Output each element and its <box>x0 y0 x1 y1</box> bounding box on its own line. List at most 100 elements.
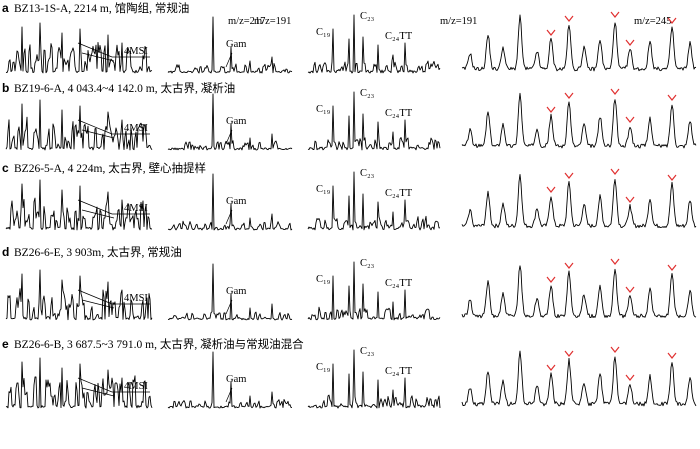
msi-leader <box>77 119 150 139</box>
label-c24tt: C₂₄TT <box>385 188 413 199</box>
label-gam: Gam <box>226 39 246 50</box>
series-mz245 <box>461 92 697 149</box>
peak-marker <box>610 168 620 175</box>
row-label: e <box>2 337 9 351</box>
row-b: b BZ19-6-A, 4 043.4~4 142.0 m, 太古界, 凝析油 4M… <box>2 81 697 151</box>
peak-marker <box>667 17 677 24</box>
peak-marker <box>625 286 635 293</box>
row-c: c BZ26-5-A, 4 224m, 太古界, 壁心抽提样 4MSI Gam C₁₉ C… <box>2 161 697 231</box>
sample-title: BZ26-6-E, 3 903m, 太古界, 常规油 <box>14 245 182 259</box>
label-c23: C₂₃ <box>360 168 375 179</box>
label-c19: C₁₉ <box>316 27 331 38</box>
label-c19: C₁₉ <box>316 104 331 115</box>
label-4msi: 4MSI <box>124 46 148 57</box>
label-4msi: 4MSI <box>124 123 148 134</box>
label-4msi: 4MSI <box>124 381 148 392</box>
gam-arrow <box>225 129 233 145</box>
peak-marker <box>625 196 635 203</box>
peak-marker <box>564 262 574 269</box>
label-c24tt: C₂₄TT <box>385 366 413 377</box>
series-mz191-gam <box>167 16 293 74</box>
label-c23: C₂₃ <box>360 258 375 269</box>
label-c23: C₂₃ <box>360 11 375 22</box>
label-4msi: 4MSI <box>124 293 148 304</box>
label-c19: C₁₉ <box>316 274 331 285</box>
peak-marker <box>546 29 556 36</box>
series-mz191-tt <box>307 14 441 74</box>
peak-marker <box>546 364 556 371</box>
row-label: b <box>2 81 9 95</box>
peak-marker <box>610 346 620 353</box>
series-mz191-gam <box>167 93 293 151</box>
row-e: e BZ26-6-B, 3 687.5~3 791.0 m, 太古界, 凝析油与常… <box>2 337 697 409</box>
row-a: a BZ13-1S-A, 2214 m, 馆陶组, 常规油 4MSI Gam C₁₉ C₂… <box>2 1 697 74</box>
mz-217-label: m/z=217 <box>228 16 265 27</box>
series-mz217 <box>5 179 153 231</box>
peak-marker <box>667 352 677 359</box>
peak-marker <box>610 11 620 18</box>
peak-marker <box>625 374 635 381</box>
peak-marker <box>625 116 635 123</box>
series-mz191-tt <box>307 171 441 231</box>
gam-arrow <box>225 387 233 403</box>
row-label: d <box>2 245 9 259</box>
peak-marker <box>546 186 556 193</box>
series-mz191-tt <box>307 349 441 409</box>
peak-marker <box>564 15 574 22</box>
label-c19: C₁₉ <box>316 184 331 195</box>
label-c24tt: C₂₄TT <box>385 108 413 119</box>
series-mz245 <box>461 350 697 407</box>
series-mz245 <box>461 265 697 319</box>
peak-marker <box>667 264 677 271</box>
msi-leader <box>77 42 150 62</box>
sample-title: BZ26-6-B, 3 687.5~3 791.0 m, 太古界, 凝析油与常规… <box>14 337 304 351</box>
label-c24tt: C₂₄TT <box>385 31 413 42</box>
row-label: a <box>2 1 9 15</box>
label-c23: C₂₃ <box>360 88 375 99</box>
series-mz191-gam <box>167 351 292 409</box>
series-mz191-tt <box>307 261 441 321</box>
label-c23: C₂₃ <box>360 346 375 357</box>
gam-arrow <box>225 209 233 225</box>
series-mz191-gam <box>167 173 293 231</box>
series-mz245 <box>461 14 697 72</box>
msi-leader <box>77 289 150 309</box>
msi-leader <box>77 377 150 397</box>
row-d: d BZ26-6-E, 3 903m, 太古界, 常规油 4MSI Gam C₁₉ C₂₃… <box>2 245 697 321</box>
label-4msi: 4MSI <box>124 203 148 214</box>
series-mz217 <box>5 22 153 74</box>
peak-marker <box>546 276 556 283</box>
label-gam: Gam <box>226 374 246 385</box>
label-c19: C₁₉ <box>316 362 331 373</box>
mz-191-label-2: m/z=191 <box>440 16 477 27</box>
peak-marker <box>546 106 556 113</box>
gam-arrow <box>225 52 233 68</box>
peak-marker <box>564 350 574 357</box>
peak-marker <box>610 258 620 265</box>
series-mz191-tt <box>307 91 441 151</box>
label-gam: Gam <box>226 196 246 207</box>
peak-marker <box>667 174 677 181</box>
label-gam: Gam <box>226 286 246 297</box>
sample-title: BZ13-1S-A, 2214 m, 馆陶组, 常规油 <box>14 1 189 15</box>
peak-marker <box>625 39 635 46</box>
series-mz217 <box>5 357 153 409</box>
peak-marker <box>667 94 677 101</box>
label-c24tt: C₂₄TT <box>385 278 413 289</box>
peak-marker <box>564 172 574 179</box>
peak-marker <box>610 88 620 95</box>
series-mz217 <box>5 269 153 321</box>
peak-marker <box>564 92 574 99</box>
series-mz245 <box>461 174 697 229</box>
label-gam: Gam <box>226 116 246 127</box>
gam-arrow <box>225 299 233 315</box>
mz-191-label-1: m/z=191 <box>254 16 291 27</box>
series-mz191-gam <box>167 263 293 321</box>
mz-245-label: m/z=245 <box>634 16 671 27</box>
row-label: c <box>2 161 9 175</box>
msi-leader <box>77 199 150 219</box>
series-mz217 <box>5 99 153 151</box>
sample-title: BZ19-6-A, 4 043.4~4 142.0 m, 太古界, 凝析油 <box>14 81 235 95</box>
sample-title: BZ26-5-A, 4 224m, 太古界, 壁心抽提样 <box>14 161 206 175</box>
